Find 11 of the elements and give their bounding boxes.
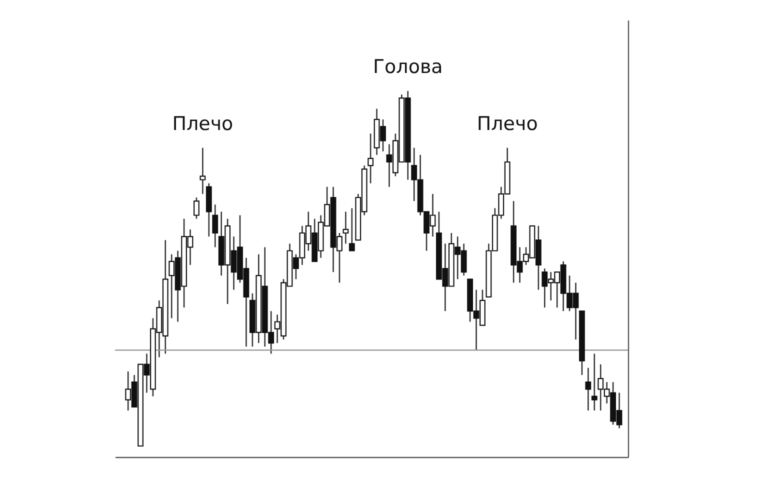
- candlestick: [342, 211, 349, 244]
- candlestick: [194, 196, 200, 220]
- candlestick: [368, 132, 374, 184]
- annotation: Голова: [372, 56, 443, 78]
- candlestick: [585, 367, 592, 412]
- annotation: Плечо: [476, 112, 538, 135]
- candlestick: [212, 204, 218, 248]
- annotation: Плечо: [172, 112, 234, 135]
- candlestick: [200, 147, 206, 195]
- candlestick: [591, 353, 598, 412]
- candlestick: [348, 208, 355, 252]
